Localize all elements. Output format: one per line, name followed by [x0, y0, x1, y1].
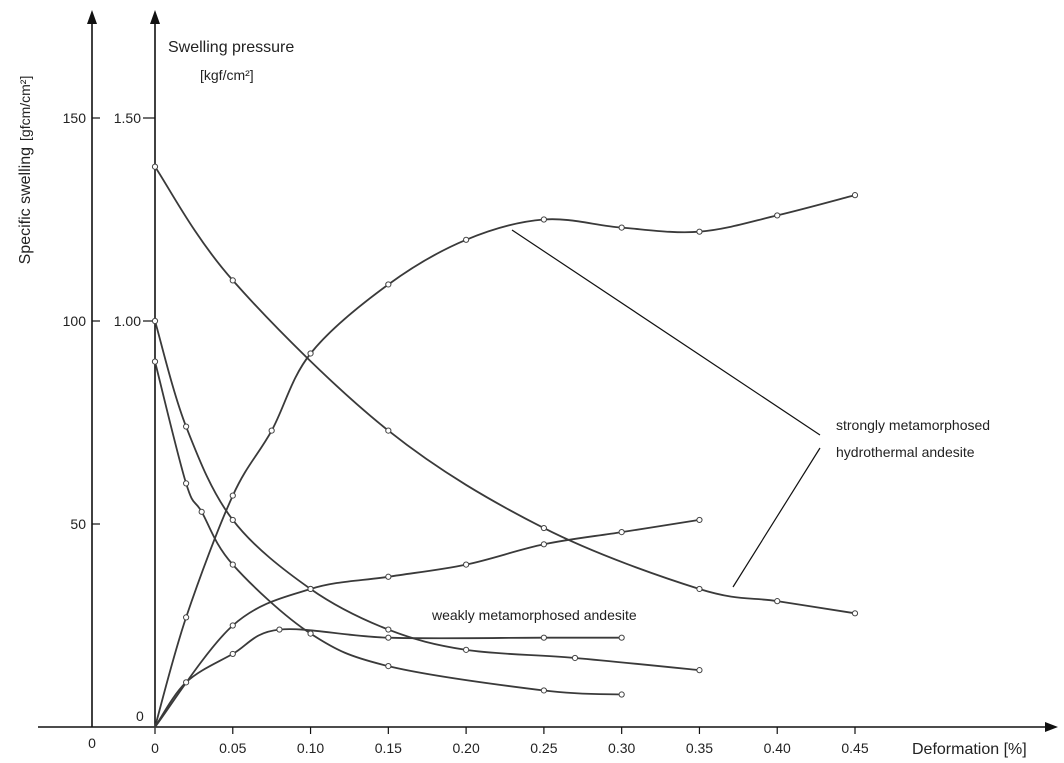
- data-point-weak-swelling-lower: [540, 634, 547, 641]
- swelling-pressure-tick-label: 1.00: [114, 313, 141, 329]
- x-tick-label: 0.10: [297, 740, 324, 756]
- data-point-strong-swelling: [385, 281, 392, 288]
- series-line-strong-pressure: [154, 165, 856, 615]
- swelling-pressure-axis-title: Swelling pressure: [168, 39, 294, 56]
- data-point-strong-swelling: [774, 212, 781, 219]
- specific-swelling-axis-unit: [gfcm/cm²]: [17, 76, 33, 141]
- data-point-weak-pressure-lower: [198, 508, 205, 515]
- data-point-strong-swelling: [307, 350, 314, 357]
- data-point-weak-swelling-lower: [183, 679, 190, 686]
- swelling-pressure-tick-label: 1.50: [114, 110, 141, 126]
- data-point-weak-pressure-upper: [307, 585, 314, 593]
- series-line-weak-swelling-upper: [154, 519, 701, 728]
- x-tick-label: 0.25: [530, 740, 557, 756]
- annotation-strong-line2: hydrothermal andesite: [836, 444, 975, 460]
- annotation-strong-line1: strongly metamorphosed: [836, 417, 990, 433]
- data-point-weak-pressure-lower: [151, 358, 159, 365]
- data-point-weak-pressure-lower: [183, 480, 190, 487]
- data-point-weak-pressure-lower: [385, 663, 392, 670]
- specific-swelling-tick-label: 100: [63, 313, 87, 329]
- swelling-pressure-axis-unit: [kgf/cm²]: [200, 67, 254, 83]
- data-point-strong-pressure: [696, 585, 703, 593]
- data-point-strong-pressure: [540, 524, 547, 532]
- leader-line-strong-swelling: [511, 229, 821, 436]
- series-line-weak-swelling-lower: [154, 628, 623, 728]
- specific-swelling-axis-title: Specific swelling [gfcm/cm²]: [17, 76, 34, 265]
- data-point-weak-pressure-upper: [463, 646, 470, 653]
- data-point-strong-pressure: [151, 163, 159, 170]
- data-point-weak-pressure-upper: [571, 654, 579, 662]
- specific-swelling-tick-group: 50 100 150: [63, 110, 100, 532]
- x-tick-group: 0 0.05 0.10 0.15 0.20 0.25 0.30 0.35 0.40 0.45: [151, 727, 869, 756]
- data-point-strong-swelling: [540, 216, 547, 223]
- x-tick-label: 0.40: [764, 740, 791, 756]
- data-point-weak-pressure-upper: [183, 423, 190, 430]
- x-tick-label: 0.15: [375, 740, 402, 756]
- swelling-pressure-tick-group: 0 1.00 1.50: [114, 110, 155, 724]
- x-tick-label: 0.30: [608, 740, 635, 756]
- data-point-weak-swelling-upper: [385, 573, 392, 580]
- data-point-weak-swelling-lower: [618, 634, 625, 641]
- data-point-weak-swelling-upper: [618, 529, 625, 536]
- specific-swelling-tick-label: 150: [63, 110, 87, 126]
- data-point-weak-swelling-lower: [276, 626, 283, 633]
- series-line-strong-swelling: [154, 194, 856, 728]
- data-point-strong-pressure: [229, 277, 236, 284]
- data-point-strong-swelling: [851, 192, 859, 199]
- x-tick-label: 0.05: [219, 740, 246, 756]
- leader-line-strong-pressure: [732, 447, 821, 588]
- data-point-weak-pressure-upper: [385, 626, 392, 633]
- series-line-weak-pressure-lower: [154, 360, 623, 696]
- x-tick-label: 0.35: [686, 740, 713, 756]
- x-tick-label: 0.45: [841, 740, 868, 756]
- data-point-weak-pressure-lower: [540, 687, 547, 694]
- x-axis-title: Deformation [%]: [912, 741, 1027, 758]
- x-axis-arrow: [1045, 722, 1058, 732]
- data-point-strong-swelling: [696, 228, 703, 235]
- data-point-weak-pressure-upper: [229, 516, 236, 524]
- data-point-strong-swelling: [268, 427, 275, 434]
- swelling-pressure-tick-label: 0: [136, 708, 144, 724]
- data-point-weak-swelling-lower: [229, 650, 236, 658]
- data-point-strong-swelling: [183, 614, 190, 621]
- data-point-strong-pressure: [851, 610, 859, 617]
- data-point-weak-swelling-lower: [385, 634, 392, 641]
- data-point-strong-swelling: [463, 236, 470, 243]
- data-point-weak-pressure-lower: [307, 630, 314, 637]
- data-point-strong-swelling: [618, 224, 625, 231]
- data-point-strong-pressure: [774, 598, 781, 605]
- data-point-weak-pressure-upper: [696, 667, 703, 674]
- series-group: [151, 163, 859, 728]
- annotation-weak: weakly metamorphosed andesite: [431, 607, 637, 623]
- data-point-weak-pressure-upper: [151, 317, 159, 325]
- specific-swelling-axis-arrow: [87, 10, 97, 24]
- data-point-strong-swelling: [229, 492, 236, 499]
- data-point-strong-pressure: [385, 427, 392, 434]
- x-tick-label: 0: [151, 740, 159, 756]
- swelling-pressure-axis-arrow: [150, 10, 160, 24]
- data-point-weak-swelling-upper: [229, 622, 236, 629]
- data-point-weak-swelling-upper: [540, 541, 547, 548]
- x-outer-tick-label: 0: [88, 735, 96, 751]
- x-tick-label: 0.20: [452, 740, 479, 756]
- data-point-weak-pressure-lower: [618, 691, 625, 698]
- data-point-weak-swelling-upper: [463, 561, 470, 568]
- data-point-weak-swelling-upper: [696, 516, 703, 524]
- specific-swelling-axis-label: Specific swelling: [17, 147, 34, 264]
- data-point-weak-pressure-lower: [229, 561, 236, 568]
- specific-swelling-tick-label: 50: [70, 516, 86, 532]
